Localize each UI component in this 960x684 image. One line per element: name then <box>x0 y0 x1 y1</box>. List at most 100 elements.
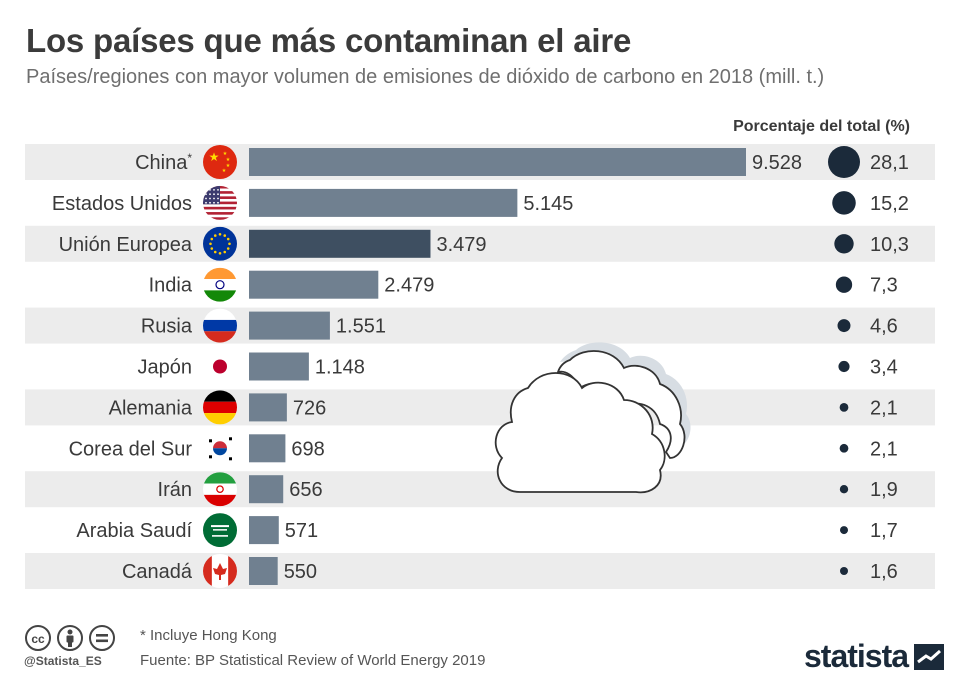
svg-text:★: ★ <box>223 151 228 157</box>
percent-bubble <box>839 485 849 494</box>
social-handle[interactable]: @Statista_ES <box>24 654 102 668</box>
bar <box>249 352 309 381</box>
category-label: Arabia Saudí <box>76 520 192 542</box>
row-band <box>25 307 935 344</box>
india-flag-icon <box>203 267 237 302</box>
category-label: China* <box>135 151 192 174</box>
saudi-arabia-flag-icon <box>203 513 237 548</box>
category-label: India <box>149 275 193 297</box>
chart-row: Rusia 1.551 4,6 <box>25 307 935 344</box>
percent-bubble <box>840 526 848 535</box>
category-footnote-marker: * <box>187 151 192 165</box>
brand-name: statista <box>804 638 909 674</box>
bar <box>249 393 287 422</box>
bar <box>249 188 518 217</box>
percent-label: 3,4 <box>870 357 898 379</box>
cloud-icon <box>494 342 691 494</box>
percent-label: 2,1 <box>870 397 898 419</box>
chart-row: Arabia Saudí 571 1,7 <box>76 513 898 548</box>
value-label: 571 <box>285 520 318 542</box>
chart-row: Canadá 550 1,6 <box>25 553 935 589</box>
chart-row: Irán 656 1,9 <box>25 471 935 508</box>
chart-row: Estados Unidos 5.145 15,2 <box>52 185 909 220</box>
category-label: Canadá <box>122 561 193 583</box>
value-label: 656 <box>289 479 322 501</box>
value-label: 550 <box>284 561 317 583</box>
percent-bubble <box>834 234 854 254</box>
category-label: Irán <box>158 479 192 501</box>
chart-row: Unión Europea 3.479 10,3 <box>25 225 935 262</box>
bar <box>249 148 746 176</box>
percent-bubble <box>828 146 860 178</box>
chart-row: China* ★ ★★★★ 9.528 28,1 <box>25 144 935 180</box>
svg-text:★: ★ <box>226 157 231 163</box>
svg-text:★: ★ <box>209 150 220 164</box>
percent-bubble <box>832 191 856 215</box>
south-korea-flag-icon <box>203 431 237 466</box>
percent-bubble <box>837 319 851 333</box>
percent-bubble <box>839 403 849 412</box>
percent-label: 1,7 <box>870 520 898 542</box>
russia-flag-icon <box>203 308 237 343</box>
category-label: Alemania <box>109 397 193 419</box>
category-label: Rusia <box>141 316 193 338</box>
percent-bubble <box>840 567 848 575</box>
iran-flag-icon <box>203 472 237 507</box>
percent-column-header: Porcentaje del total (%) <box>733 118 910 135</box>
chart-row: India 2.479 7,3 <box>149 267 898 302</box>
statista-logo[interactable]: statista <box>804 638 945 675</box>
chart-title: Los países que más contaminan el aire <box>26 22 632 59</box>
value-label: 1.148 <box>315 357 365 379</box>
percent-bubble <box>835 276 853 293</box>
chart-subtitle: Países/regiones con mayor volumen de emi… <box>26 66 825 88</box>
category-label: Estados Unidos <box>52 193 192 215</box>
percent-bubble <box>839 443 849 453</box>
percent-label: 2,1 <box>870 438 898 460</box>
bar <box>249 270 379 299</box>
value-label: 9.528 <box>752 152 802 174</box>
svg-text:cc: cc <box>31 632 45 646</box>
bar <box>249 229 431 258</box>
category-label: Corea del Sur <box>69 438 193 460</box>
value-label: 726 <box>293 397 326 419</box>
svg-text:★: ★ <box>226 163 231 169</box>
category-label: Japón <box>138 357 193 379</box>
value-label: 3.479 <box>436 234 486 256</box>
percent-bubble <box>838 360 850 373</box>
bar <box>249 557 278 585</box>
chart-row: Alemania 726 2,1 <box>25 389 935 426</box>
bar <box>249 475 284 504</box>
row-band <box>25 553 935 589</box>
creative-commons-icon: cc <box>25 625 51 651</box>
row-band <box>25 471 935 508</box>
eu-flag-icon <box>203 226 237 261</box>
no-derivatives-icon <box>89 625 115 651</box>
value-label: 5.145 <box>523 193 573 215</box>
percent-label: 4,6 <box>870 316 898 338</box>
attribution-icon <box>57 625 83 651</box>
svg-text:★: ★ <box>222 168 227 174</box>
japan-flag-icon <box>203 349 237 384</box>
source-text: Fuente: BP Statistical Review of World E… <box>140 652 486 669</box>
footnote: * Incluye Hong Kong <box>140 627 277 644</box>
percent-label: 28,1 <box>870 152 909 174</box>
bar <box>249 311 330 340</box>
usa-flag-icon <box>203 185 237 220</box>
china-flag-icon: ★ ★★★★ <box>203 145 237 179</box>
percent-label: 15,2 <box>870 193 909 215</box>
percent-label: 1,9 <box>870 479 898 501</box>
germany-flag-icon <box>203 390 237 425</box>
percent-label: 10,3 <box>870 234 909 256</box>
value-label: 1.551 <box>336 316 386 338</box>
value-label: 2.479 <box>384 275 434 297</box>
row-band <box>25 389 935 426</box>
license-icons: cc <box>24 624 124 657</box>
chart-row: Corea del Sur 698 2,1 <box>69 431 898 466</box>
chart-row: Japón 1.148 3,4 <box>138 349 898 384</box>
bar <box>249 434 286 463</box>
percent-label: 7,3 <box>870 275 898 297</box>
percent-label: 1,6 <box>870 561 898 583</box>
canada-flag-icon <box>203 554 237 588</box>
category-label: Unión Europea <box>59 234 193 256</box>
